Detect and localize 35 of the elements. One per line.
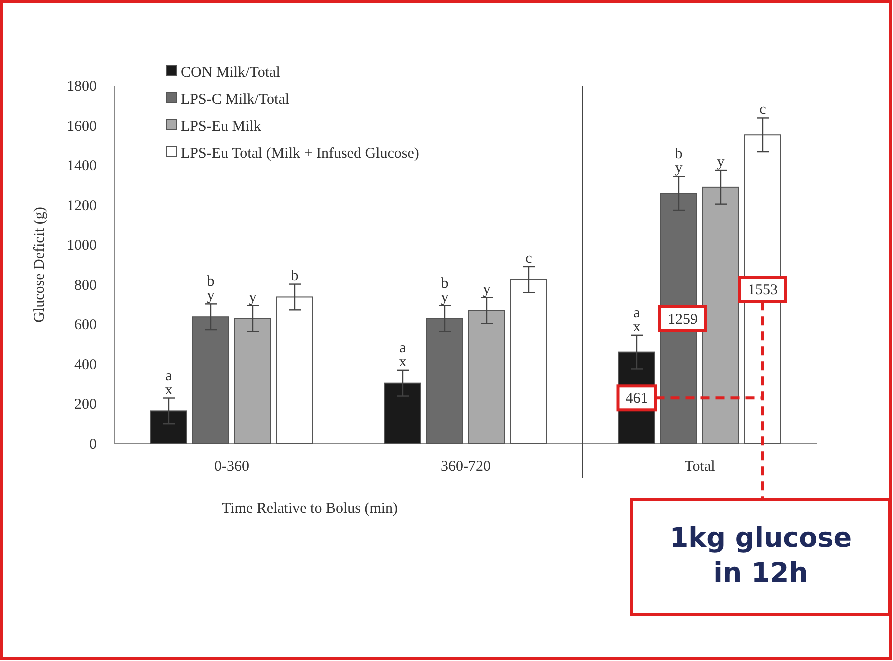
annotation: 1259 [668,312,698,328]
y-tick-label: 800 [74,278,97,294]
data-label: b y [675,146,684,177]
data-label: b y [441,276,450,306]
data-label: c [760,102,767,118]
data-label: a x [633,305,642,336]
y-tick-label: 1400 [67,158,97,175]
legend-label: LPS-Eu Milk [181,119,262,135]
data-label: b y [207,274,216,304]
x-axis-title: Time Relative to Bolus (min) [222,501,398,517]
y-axis-title: Glucose Deficit (g) [32,207,48,323]
y-tick-label: 1000 [67,238,97,254]
data-label: b [291,268,299,284]
y-tick-label: 600 [74,318,97,334]
data-label: y [483,282,492,298]
y-tick-label: 200 [74,397,97,414]
annotation: 461 [626,391,648,408]
x-tick-label: 360-720 [441,459,491,475]
legend-label: LPS-C Milk/Total [181,92,290,108]
y-tick-label: 400 [74,357,97,374]
y-tick-label: 1200 [67,198,97,214]
legend-label: LPS-Eu Total (Milk + Infused Glucose) [181,146,420,162]
y-tick-label: 1600 [67,118,97,135]
y-tick-label: 1800 [67,79,97,95]
text: 1kg glucose in 12h [670,523,852,589]
data-label: a x [165,368,174,398]
data-label: y [249,290,258,306]
data-label: c [526,250,533,267]
data-label: y [717,154,726,171]
x-tick-label: 0-360 [214,459,250,475]
data-label: a x [399,340,408,370]
annotation: 1553 [748,282,778,299]
x-tick-label: Total [684,459,716,475]
legend-label: CON Milk/Total [181,65,280,81]
y-tick-label: 0 [90,437,97,453]
